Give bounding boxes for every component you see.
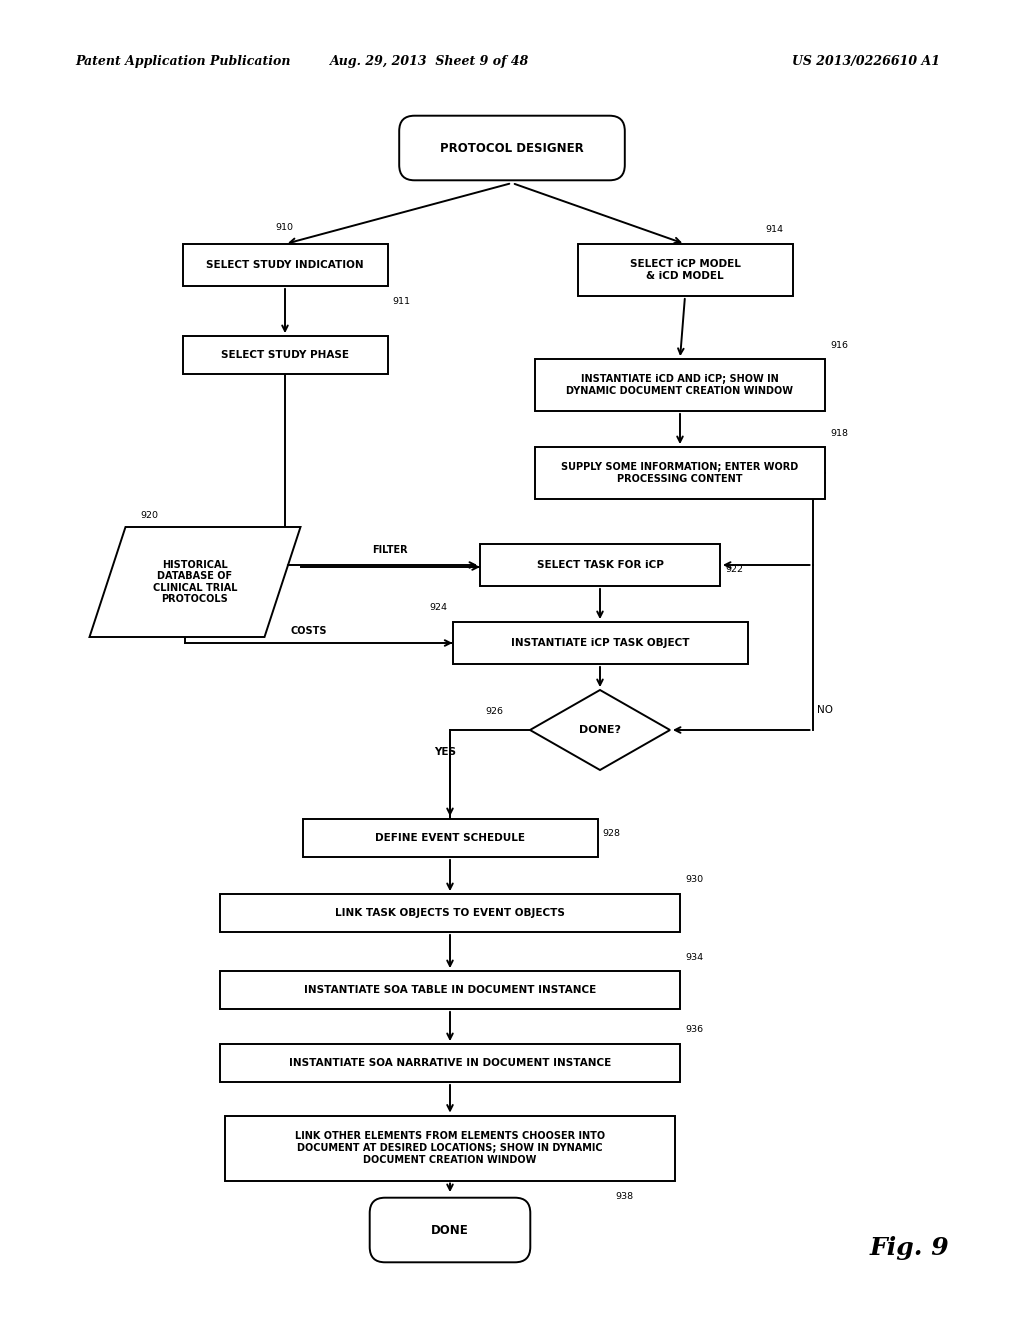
Text: Aug. 29, 2013  Sheet 9 of 48: Aug. 29, 2013 Sheet 9 of 48 xyxy=(331,55,529,69)
Text: INSTANTIATE iCD AND iCP; SHOW IN
DYNAMIC DOCUMENT CREATION WINDOW: INSTANTIATE iCD AND iCP; SHOW IN DYNAMIC… xyxy=(566,374,794,396)
Text: NO: NO xyxy=(817,705,834,715)
Text: SELECT STUDY PHASE: SELECT STUDY PHASE xyxy=(221,350,349,360)
Text: US 2013/0226610 A1: US 2013/0226610 A1 xyxy=(792,55,940,69)
Text: 928: 928 xyxy=(602,829,621,838)
Text: INSTANTIATE iCP TASK OBJECT: INSTANTIATE iCP TASK OBJECT xyxy=(511,638,689,648)
Text: 920: 920 xyxy=(140,511,158,520)
Text: 916: 916 xyxy=(830,341,848,350)
Bar xyxy=(302,818,597,857)
Bar xyxy=(578,244,793,296)
Text: INSTANTIATE SOA NARRATIVE IN DOCUMENT INSTANCE: INSTANTIATE SOA NARRATIVE IN DOCUMENT IN… xyxy=(289,1059,611,1068)
Text: 938: 938 xyxy=(615,1192,633,1201)
Text: 911: 911 xyxy=(392,297,411,306)
Text: SELECT TASK FOR iCP: SELECT TASK FOR iCP xyxy=(537,560,664,570)
Text: 924: 924 xyxy=(429,603,447,612)
Polygon shape xyxy=(530,690,670,770)
Bar xyxy=(225,1115,675,1180)
Text: COSTS: COSTS xyxy=(291,626,327,636)
Text: FILTER: FILTER xyxy=(373,545,408,554)
Text: LINK TASK OBJECTS TO EVENT OBJECTS: LINK TASK OBJECTS TO EVENT OBJECTS xyxy=(335,908,565,917)
Text: YES: YES xyxy=(434,747,456,756)
Text: SELECT iCP MODEL
& iCD MODEL: SELECT iCP MODEL & iCD MODEL xyxy=(630,259,740,281)
Text: 910: 910 xyxy=(275,223,293,232)
Bar xyxy=(220,972,680,1008)
Text: 934: 934 xyxy=(685,953,703,961)
Text: PROTOCOL DESIGNER: PROTOCOL DESIGNER xyxy=(440,141,584,154)
Bar xyxy=(220,894,680,932)
Bar xyxy=(535,359,825,411)
Text: SUPPLY SOME INFORMATION; ENTER WORD
PROCESSING CONTENT: SUPPLY SOME INFORMATION; ENTER WORD PROC… xyxy=(561,462,799,484)
Bar xyxy=(480,544,720,586)
Text: 914: 914 xyxy=(765,226,783,235)
Bar xyxy=(220,1044,680,1082)
FancyBboxPatch shape xyxy=(399,116,625,181)
Text: DONE?: DONE? xyxy=(579,725,621,735)
Text: LINK OTHER ELEMENTS FROM ELEMENTS CHOOSER INTO
DOCUMENT AT DESIRED LOCATIONS; SH: LINK OTHER ELEMENTS FROM ELEMENTS CHOOSE… xyxy=(295,1131,605,1166)
Text: 930: 930 xyxy=(685,875,703,884)
Polygon shape xyxy=(89,527,300,638)
Text: SELECT STUDY INDICATION: SELECT STUDY INDICATION xyxy=(206,260,364,271)
Text: 936: 936 xyxy=(685,1026,703,1035)
Text: Fig. 9: Fig. 9 xyxy=(870,1236,949,1261)
Text: 922: 922 xyxy=(725,565,743,573)
Text: DEFINE EVENT SCHEDULE: DEFINE EVENT SCHEDULE xyxy=(375,833,525,843)
Text: 926: 926 xyxy=(485,708,503,717)
FancyBboxPatch shape xyxy=(370,1197,530,1262)
Text: 918: 918 xyxy=(830,429,848,437)
Text: INSTANTIATE SOA TABLE IN DOCUMENT INSTANCE: INSTANTIATE SOA TABLE IN DOCUMENT INSTAN… xyxy=(304,985,596,995)
Bar xyxy=(182,337,387,374)
Text: Patent Application Publication: Patent Application Publication xyxy=(75,55,291,69)
Text: HISTORICAL
DATABASE OF
CLINICAL TRIAL
PROTOCOLS: HISTORICAL DATABASE OF CLINICAL TRIAL PR… xyxy=(153,560,238,605)
Bar xyxy=(453,622,748,664)
Text: DONE: DONE xyxy=(431,1224,469,1237)
Bar xyxy=(182,244,387,286)
Bar xyxy=(535,447,825,499)
